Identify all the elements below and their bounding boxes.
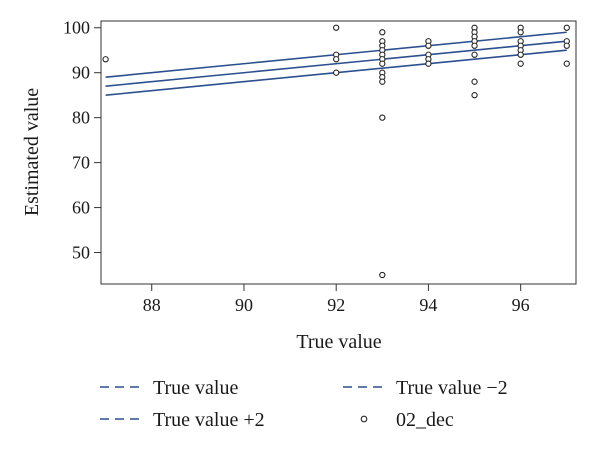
y-axis-title: Estimated value	[21, 88, 43, 216]
y-tick-label: 100	[63, 18, 90, 38]
data-point	[379, 29, 386, 36]
legend-label: 02_dec	[396, 409, 454, 431]
x-tick-label: 90	[235, 295, 253, 315]
y-tick-label: 90	[72, 63, 90, 83]
data-point	[333, 69, 340, 76]
x-tick-label: 88	[143, 295, 161, 315]
data-point	[425, 42, 432, 49]
y-axis-ticks: 50 60 70 80 90 100	[63, 18, 101, 263]
legend-label: True value	[153, 377, 238, 399]
legend: True value True value −2 True value +2 02_d…	[100, 377, 508, 431]
x-tick-label: 94	[419, 295, 437, 315]
data-point	[517, 51, 524, 58]
data-point	[379, 78, 386, 85]
series-line-0	[105, 40, 567, 87]
data-points	[102, 24, 570, 279]
data-point	[517, 29, 524, 36]
data-point	[471, 92, 478, 99]
x-tick-label: 96	[512, 295, 530, 315]
reference-lines	[105, 31, 567, 96]
data-point	[471, 51, 478, 58]
data-point	[379, 271, 386, 279]
data-point	[563, 42, 570, 49]
y-tick-label: 80	[72, 108, 90, 128]
data-point	[471, 78, 478, 85]
y-tick-label: 70	[72, 153, 90, 173]
data-point	[563, 60, 570, 67]
legend-label: True value −2	[396, 377, 508, 399]
data-point	[102, 56, 109, 63]
data-point	[333, 56, 340, 63]
x-tick-label: 92	[327, 295, 345, 315]
data-point	[333, 24, 340, 31]
x-axis-title: True value	[296, 331, 381, 353]
legend-label: True value +2	[153, 409, 265, 431]
data-point	[379, 60, 386, 67]
data-point	[563, 24, 570, 31]
y-tick-label: 60	[72, 198, 90, 218]
x-axis-ticks: 88 90 92 94 96	[143, 284, 530, 315]
legend-key-marker	[360, 415, 368, 423]
y-tick-label: 50	[72, 243, 90, 263]
data-point	[379, 114, 386, 121]
data-point	[471, 42, 478, 49]
data-point	[425, 60, 432, 67]
data-point	[517, 60, 524, 67]
plot-frame	[100, 20, 577, 285]
